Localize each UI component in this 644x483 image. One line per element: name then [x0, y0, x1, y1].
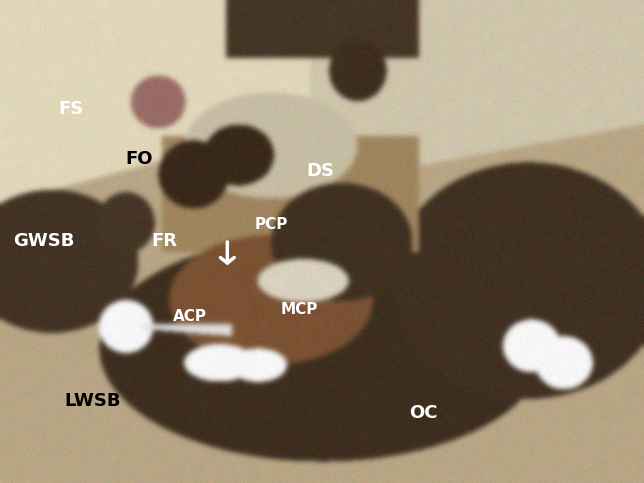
Text: GWSB: GWSB: [13, 232, 74, 251]
Text: FR: FR: [151, 232, 177, 251]
Text: PCP: PCP: [254, 217, 288, 232]
Text: FS: FS: [58, 99, 83, 118]
Text: LWSB: LWSB: [64, 392, 121, 410]
Text: MCP: MCP: [280, 301, 317, 317]
Text: DS: DS: [306, 162, 334, 181]
Text: FO: FO: [126, 150, 153, 169]
Text: ACP: ACP: [173, 309, 207, 324]
Text: OC: OC: [409, 404, 437, 422]
